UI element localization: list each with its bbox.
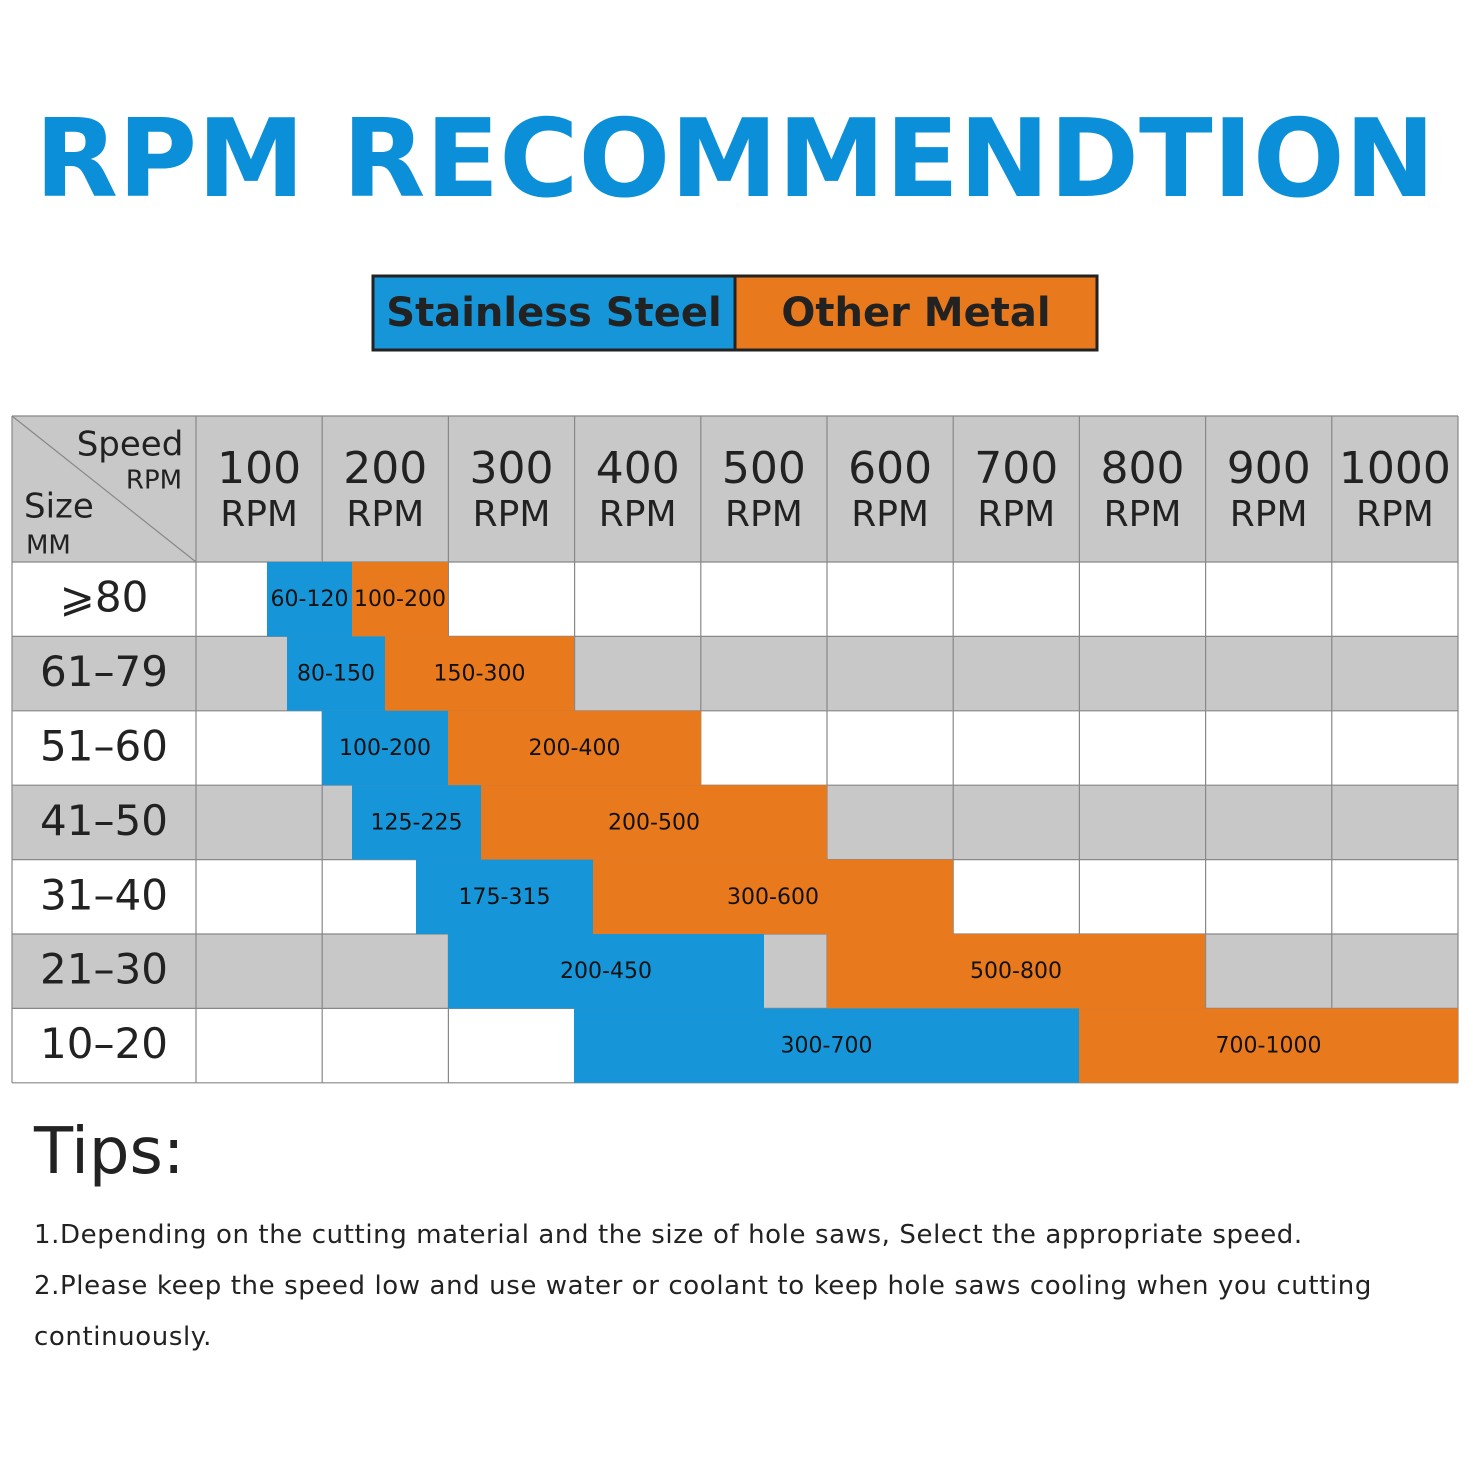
corner-label: RPM: [126, 466, 182, 496]
corner-label: Speed: [77, 425, 184, 465]
other-band: [352, 562, 448, 637]
other-range: 200-400: [529, 736, 621, 761]
other-band: [385, 636, 574, 711]
column-value: 900: [1227, 443, 1311, 494]
column-value: 300: [470, 443, 554, 494]
other-band: [593, 859, 953, 934]
row-size: ⩾80: [60, 573, 149, 622]
stainless-band: [352, 785, 481, 860]
row-size: 61–79: [40, 647, 168, 696]
legend-label: Other Metal: [781, 290, 1050, 336]
stainless-band: [574, 1008, 1079, 1083]
column-unit: RPM: [725, 494, 803, 535]
column-value: 700: [974, 443, 1058, 494]
column-unit: RPM: [473, 494, 551, 535]
other-range: 300-600: [727, 885, 819, 910]
stainless-band: [287, 636, 385, 711]
column-unit: RPM: [346, 494, 424, 535]
tips: Tips: 1.Depending on the cutting materia…: [34, 1112, 1444, 1363]
column-unit: RPM: [220, 494, 298, 535]
column-value: 100: [217, 443, 301, 494]
stainless-range: 80-150: [297, 662, 375, 687]
column-unit: RPM: [1104, 494, 1182, 535]
grid-line: [11, 415, 197, 563]
other-range: 100-200: [354, 587, 446, 612]
stainless-band: [322, 710, 448, 786]
corner-label: MM: [26, 531, 71, 561]
column-value: 500: [722, 443, 806, 494]
stainless-band: [267, 562, 352, 637]
other-band: [1079, 1008, 1458, 1083]
row-size: 41–50: [40, 796, 168, 845]
other-band: [481, 785, 827, 860]
stainless-range: 175-315: [459, 885, 551, 910]
other-range: 500-800: [970, 959, 1062, 984]
row-size: 21–30: [40, 945, 168, 994]
column-value: 400: [596, 443, 680, 494]
tips-heading: Tips:: [34, 1115, 185, 1189]
row-bg: [12, 710, 1458, 786]
column-unit: RPM: [1230, 494, 1308, 535]
column-unit: RPM: [599, 494, 677, 535]
column-value: 600: [848, 443, 932, 494]
corner-label: Size: [24, 487, 94, 527]
stainless-range: 125-225: [371, 810, 463, 835]
chart-area: RPM RECOMMENDTION Stainless Steel Other M…: [11, 97, 1459, 1084]
other-range: 150-300: [434, 662, 526, 687]
tip: 2.Please keep the speed low and use wate…: [34, 1271, 1372, 1352]
stainless-range: 300-700: [781, 1034, 873, 1059]
stainless-band: [448, 934, 764, 1009]
column-unit: RPM: [977, 494, 1055, 535]
stainless-range: 100-200: [339, 736, 431, 761]
stainless-band: [416, 859, 593, 934]
row-size: 51–60: [40, 722, 168, 771]
tip: 1.Depending on the cutting material and …: [34, 1220, 1303, 1250]
legend-label: Stainless Steel: [386, 290, 721, 336]
other-band: [448, 710, 701, 786]
stainless-range: 200-450: [560, 959, 652, 984]
legend-box: [733, 274, 1099, 352]
legend-box: [371, 274, 737, 352]
other-band: [827, 934, 1205, 1009]
row-bg: [12, 562, 1458, 637]
row-bg: [12, 636, 1458, 711]
stainless-range: 60-120: [271, 587, 349, 612]
row-size: 31–40: [40, 870, 168, 919]
column-value: 800: [1101, 443, 1185, 494]
column-value: 200: [343, 443, 427, 494]
row-size: 10–20: [40, 1019, 168, 1068]
title: RPM RECOMMENDTION: [35, 97, 1435, 222]
column-unit: RPM: [1356, 494, 1434, 535]
header-bg: [12, 416, 1458, 562]
column-value: 1000: [1339, 443, 1451, 494]
column-unit: RPM: [851, 494, 929, 535]
other-range: 700-1000: [1216, 1034, 1322, 1059]
other-range: 200-500: [608, 810, 700, 835]
